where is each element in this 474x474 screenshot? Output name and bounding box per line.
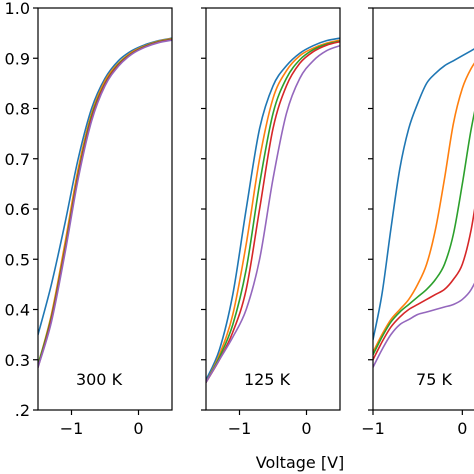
panel-2-series-2-line: [206, 39, 340, 384]
panel-2-x-tick-label: 0: [301, 419, 311, 438]
y-tick-label: 0.5: [5, 250, 30, 269]
panel-1-temperature-label: 300 K: [76, 370, 123, 389]
y-tick-label: 0.6: [5, 200, 30, 219]
panel-3-series-2-line: [373, 62, 474, 354]
panel-1: .2 0.3 0.4 0.5 0.6 0.7 0.8 0.9 1.0 −1 0 300 K: [5, 0, 173, 438]
panel-3-series-3-line: [373, 110, 474, 356]
panel-2-series-1-line: [206, 37, 340, 381]
y-tick-label: 1.0: [5, 0, 30, 18]
y-tick-label: .2: [15, 401, 30, 420]
panel-1-series-5-line: [38, 39, 172, 369]
panel-2-series-3-line: [206, 40, 340, 384]
panel-2-series-4-line: [206, 40, 340, 384]
panel-1-frame: [37, 7, 173, 411]
panel-2-series-5-line: [206, 44, 340, 384]
panel-1-x-tick-label: −1: [60, 419, 84, 438]
panel-3-series-4-line: [373, 208, 474, 361]
panel-1-series-4-line: [38, 38, 172, 369]
y-tick-label: 0.3: [5, 351, 30, 370]
y-tick-label: 0.8: [5, 100, 30, 119]
panel-1-series: [38, 37, 172, 369]
panel-3-series: [373, 48, 474, 369]
x-axis-title: Voltage [V]: [256, 453, 345, 472]
panel-3-x-tick-label: 0: [457, 419, 467, 438]
panel-2-x-tick-label: −1: [228, 419, 252, 438]
panel-2-series: [206, 37, 340, 384]
panel-1-series-3-line: [38, 38, 172, 366]
panel-3-temperature-label: 75 K: [416, 370, 452, 389]
y-tick-label: 0.7: [5, 150, 30, 169]
y-tick-label: 0.9: [5, 49, 30, 68]
panel-3-x-tick-label: −1: [361, 419, 385, 438]
panel-3-series-1-line: [373, 48, 474, 341]
panel-3: −1 0 75 K: [361, 7, 474, 438]
panel-3-series-5-line: [373, 282, 474, 369]
panel-2-temperature-label: 125 K: [244, 370, 291, 389]
y-tick-label: 0.4: [5, 301, 30, 320]
panel-2: −1 0 125 K: [201, 7, 341, 438]
panel-1-x-tick-label: 0: [133, 419, 143, 438]
